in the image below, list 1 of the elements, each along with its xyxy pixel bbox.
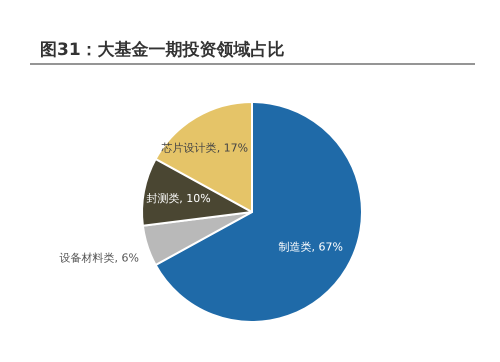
- title: 图31：大基金一期投资领域占比: [40, 40, 285, 60]
